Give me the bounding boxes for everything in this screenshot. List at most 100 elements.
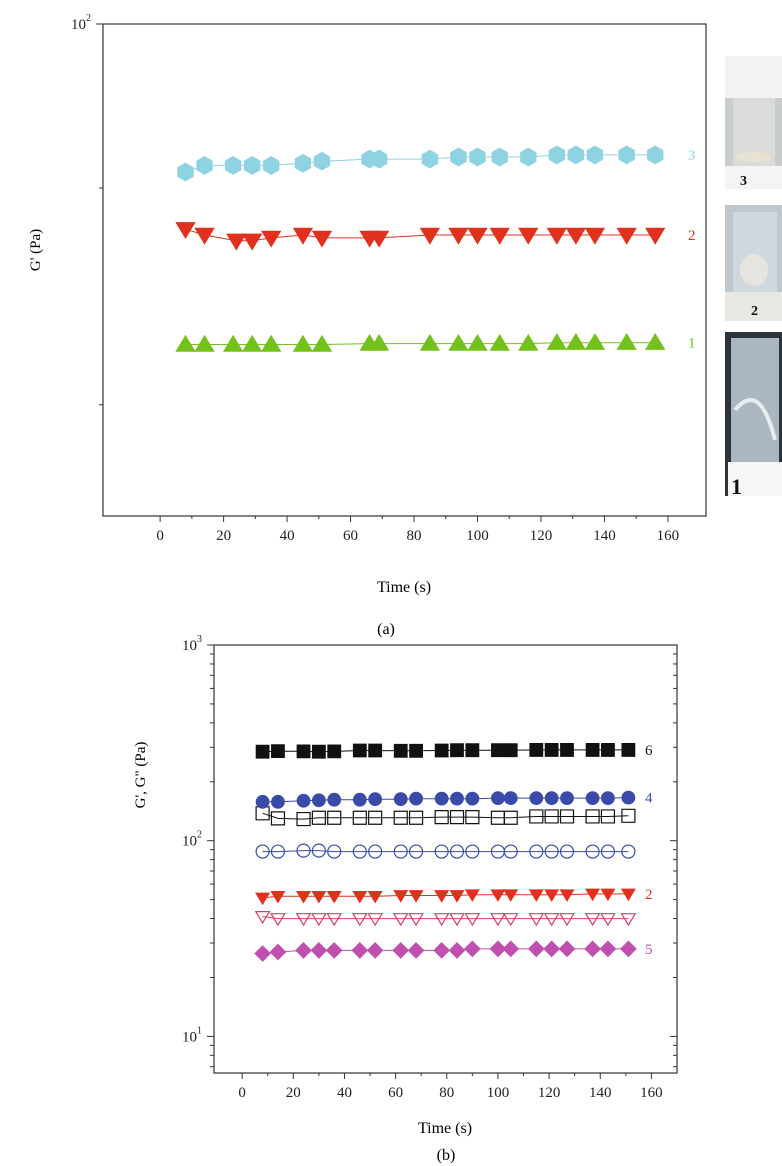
data-point bbox=[434, 791, 449, 806]
x-tick-label: 40 bbox=[280, 528, 295, 544]
data-point bbox=[645, 227, 666, 245]
data-point bbox=[433, 913, 450, 927]
x-tick-label: 120 bbox=[538, 1085, 561, 1101]
series-6: 6 bbox=[255, 743, 653, 759]
x-tick-label: 140 bbox=[593, 528, 616, 544]
data-point bbox=[544, 809, 559, 824]
x-tick-label: 160 bbox=[640, 1085, 663, 1101]
data-point bbox=[599, 940, 617, 958]
data-point bbox=[520, 147, 537, 167]
data-point bbox=[351, 913, 368, 927]
data-point bbox=[565, 332, 587, 350]
data-point bbox=[327, 844, 342, 859]
data-point bbox=[310, 913, 327, 927]
series-end-label: 4 bbox=[645, 791, 653, 807]
data-point bbox=[327, 744, 342, 759]
data-point bbox=[393, 844, 408, 859]
data-point bbox=[546, 227, 567, 245]
data-point bbox=[467, 227, 488, 245]
vial-photo-3: 3 bbox=[725, 56, 782, 189]
data-point bbox=[434, 844, 449, 859]
data-point bbox=[546, 332, 567, 350]
data-point bbox=[409, 743, 423, 758]
data-point bbox=[621, 743, 636, 757]
x-tick-label: 40 bbox=[337, 1085, 352, 1101]
vial-number-label: 1 bbox=[731, 474, 742, 499]
data-point bbox=[270, 844, 286, 859]
data-point bbox=[271, 794, 285, 809]
vial-photo-2: 2 bbox=[725, 205, 782, 321]
x-tick-label: 0 bbox=[238, 1085, 246, 1101]
data-point bbox=[261, 334, 282, 352]
y-tick-label: 101 bbox=[182, 1025, 202, 1045]
data-point bbox=[449, 890, 465, 903]
data-point bbox=[528, 913, 545, 927]
data-point bbox=[529, 743, 544, 757]
data-point bbox=[601, 743, 615, 757]
data-point bbox=[270, 811, 286, 826]
data-point bbox=[292, 227, 314, 245]
data-point bbox=[433, 942, 451, 959]
data-point bbox=[450, 743, 464, 758]
data-point bbox=[491, 743, 505, 758]
series-4: 4 bbox=[255, 791, 653, 809]
data-point bbox=[621, 808, 636, 823]
data-point bbox=[419, 333, 441, 351]
data-point bbox=[544, 889, 560, 902]
data-point bbox=[548, 145, 566, 165]
data-point bbox=[600, 809, 616, 824]
data-point bbox=[295, 942, 312, 959]
data-point bbox=[408, 810, 424, 825]
data-point bbox=[584, 940, 601, 958]
data-point bbox=[558, 940, 576, 958]
x-tick-label: 120 bbox=[530, 528, 553, 544]
data-point bbox=[368, 792, 383, 807]
data-point bbox=[527, 940, 545, 958]
x-tick-label: 100 bbox=[466, 528, 489, 544]
vial-number-label: 2 bbox=[751, 304, 758, 319]
data-point bbox=[465, 791, 480, 806]
data-point bbox=[296, 843, 311, 858]
data-point bbox=[465, 809, 480, 825]
data-point bbox=[544, 743, 559, 757]
data-point bbox=[463, 940, 481, 958]
series-end-label: 2 bbox=[645, 887, 653, 903]
vial-number-label: 3 bbox=[740, 174, 747, 189]
series-line bbox=[262, 916, 629, 920]
data-point bbox=[490, 889, 506, 902]
data-point bbox=[352, 792, 367, 807]
data-point bbox=[585, 743, 600, 757]
data-point bbox=[175, 222, 196, 240]
series-3: 3 bbox=[177, 145, 696, 182]
series-end-label: 6 bbox=[645, 743, 653, 759]
data-point bbox=[559, 809, 575, 824]
data-point bbox=[585, 844, 600, 859]
data-point bbox=[393, 810, 408, 825]
data-point bbox=[518, 333, 539, 351]
data-point bbox=[254, 910, 271, 925]
panel-b-chart: 0 20 40 60 80 100 120 140 160 101 102 103 6 4 2 5 Time… bbox=[133, 634, 678, 1164]
data-point bbox=[503, 889, 519, 902]
data-point bbox=[620, 888, 636, 902]
series-2: 2 bbox=[175, 222, 696, 251]
data-point bbox=[565, 227, 587, 245]
data-point bbox=[311, 793, 326, 808]
series-2: 2 bbox=[255, 887, 653, 906]
data-point bbox=[502, 940, 520, 958]
series-end-label: 1 bbox=[688, 336, 696, 352]
plot-frame bbox=[213, 644, 678, 1074]
series-1: 1 bbox=[175, 332, 696, 352]
data-point bbox=[243, 155, 261, 175]
data-point bbox=[503, 791, 518, 806]
data-point bbox=[465, 743, 480, 758]
data-point bbox=[392, 942, 410, 959]
data-point bbox=[421, 149, 439, 169]
data-point bbox=[620, 940, 637, 958]
data-point bbox=[544, 791, 559, 806]
data-point bbox=[503, 844, 518, 859]
data-point bbox=[620, 913, 637, 927]
panel-caption: (a) bbox=[377, 621, 395, 638]
x-tick-label: 160 bbox=[657, 528, 680, 544]
data-point bbox=[529, 809, 544, 824]
data-point bbox=[311, 744, 326, 759]
